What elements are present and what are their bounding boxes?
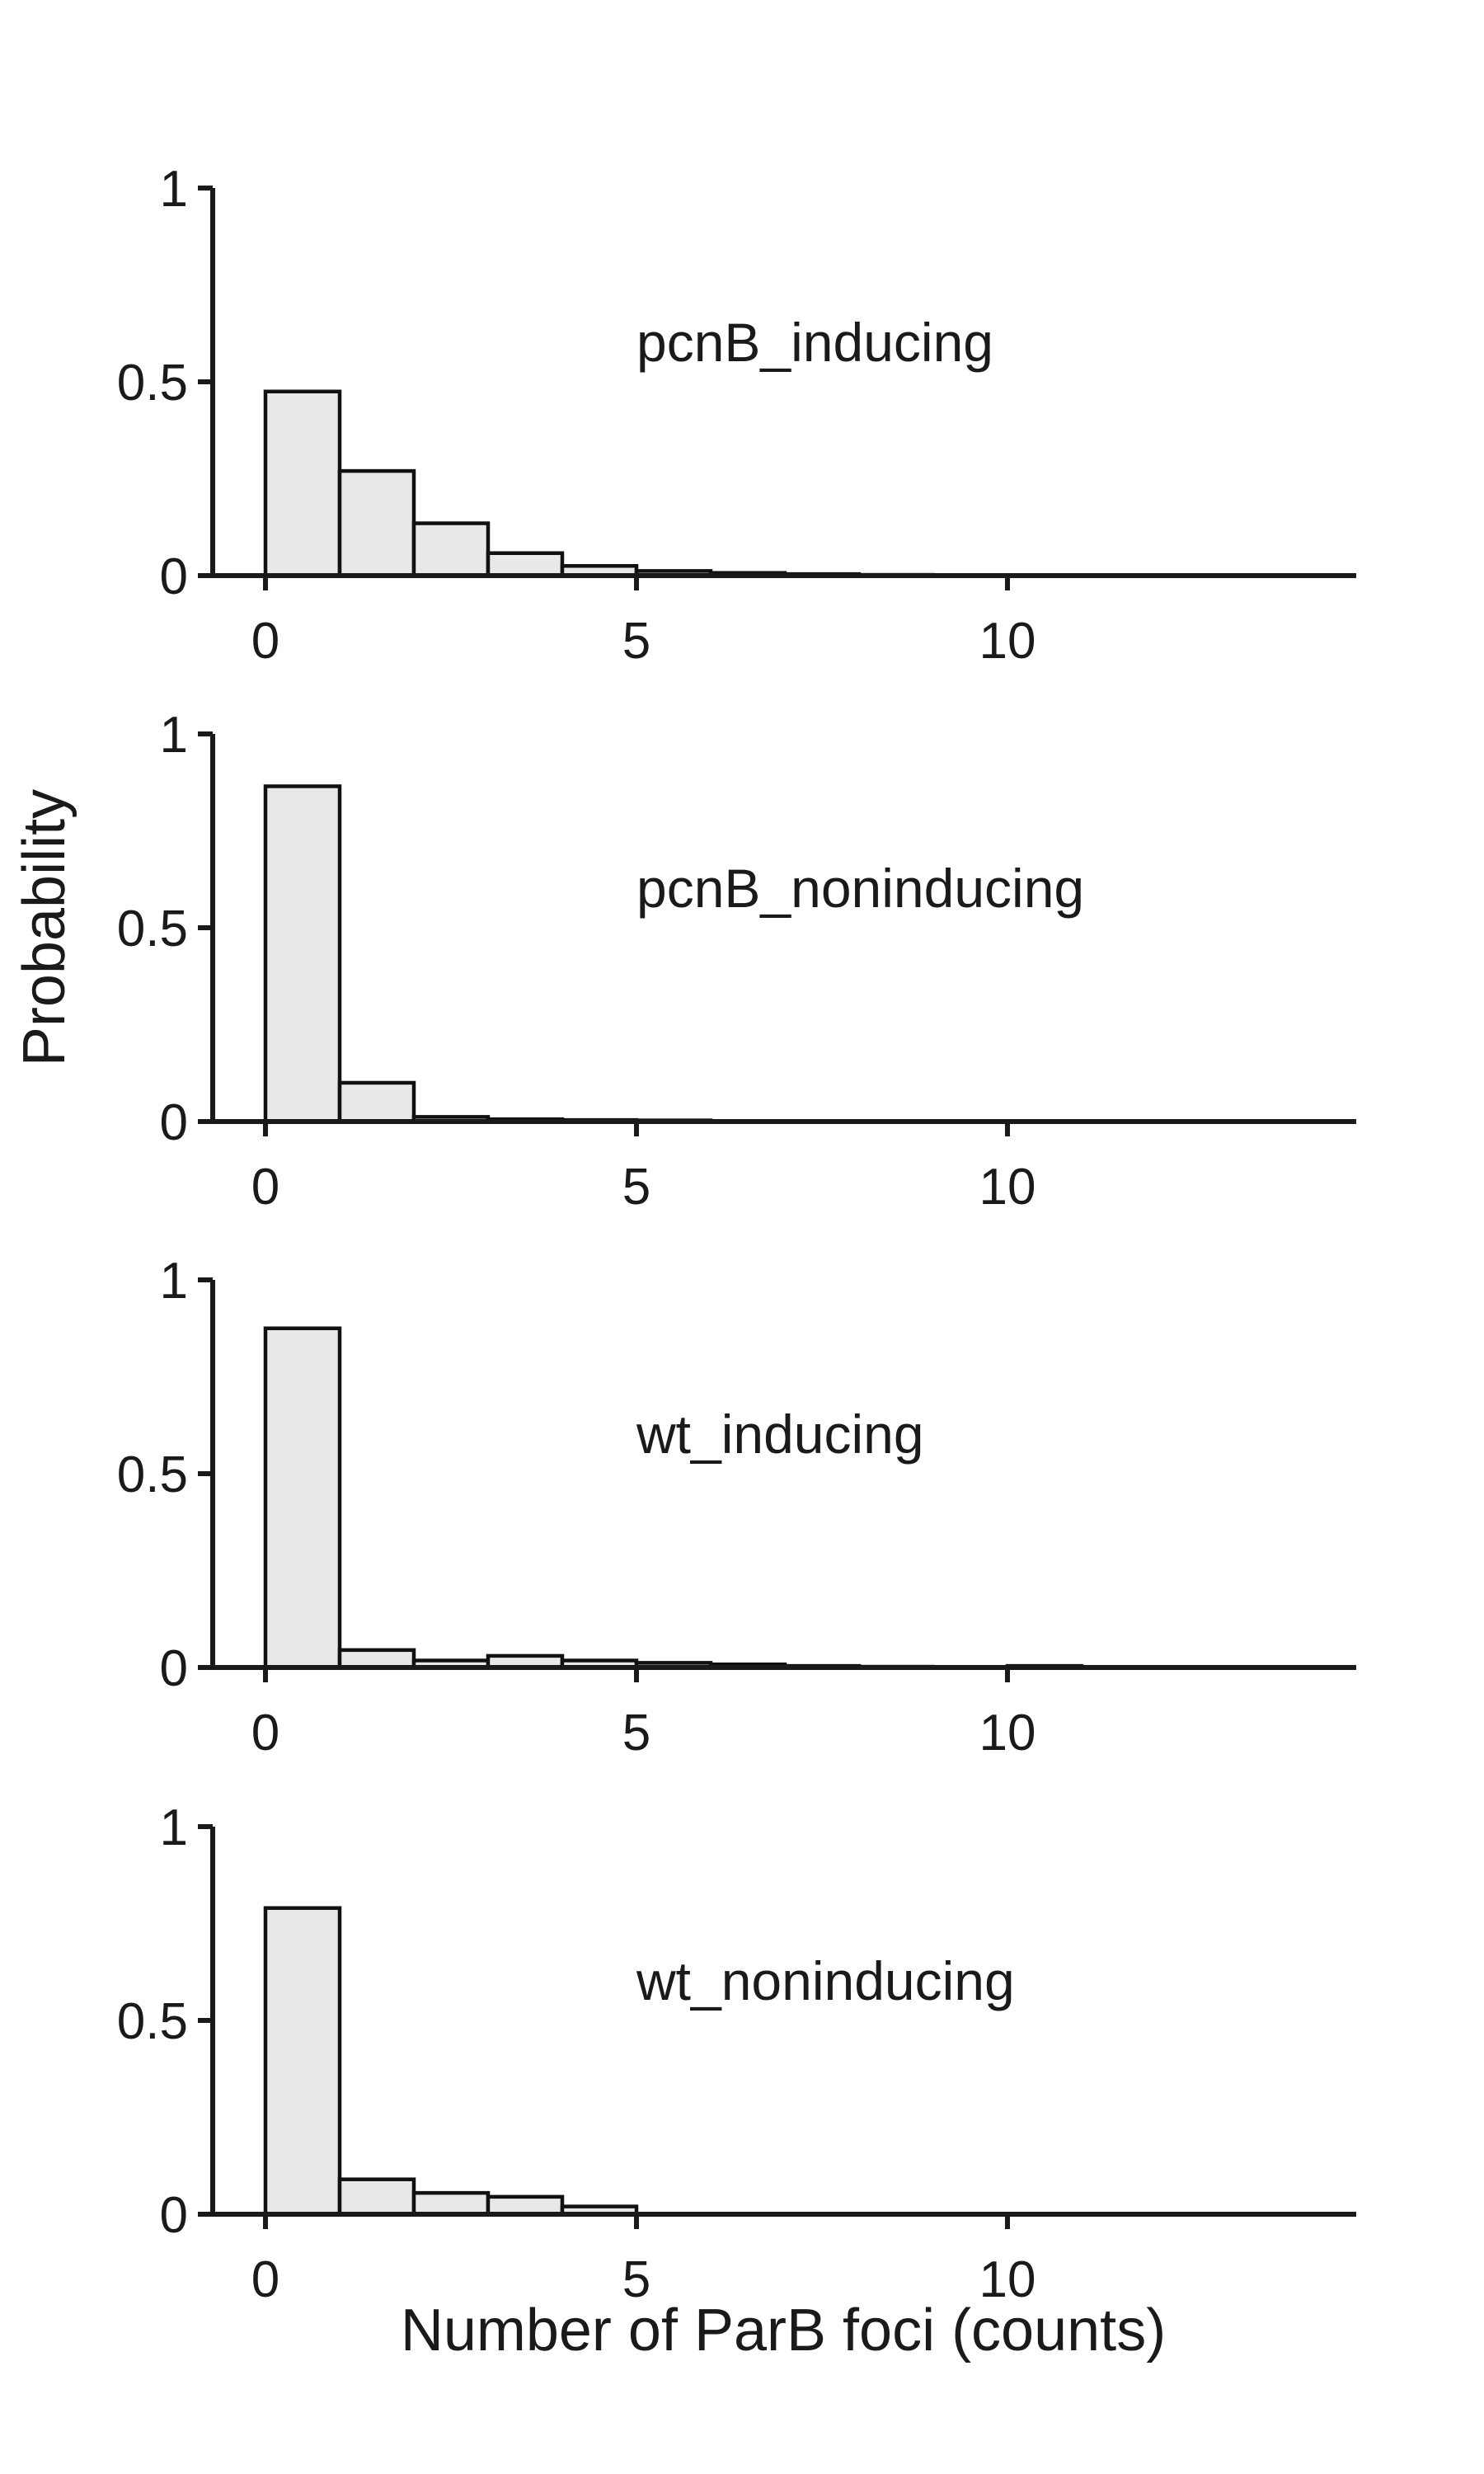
x-tick-label: 5 [622,1705,650,1761]
histogram-bar [263,389,342,578]
y-tick-label: 0 [160,1094,188,1151]
y-tick-label: 1 [160,161,188,218]
x-tick-label: 0 [251,1705,279,1761]
y-tick-label: 0 [160,1640,188,1697]
x-tick-label: 5 [622,613,650,670]
x-tick-label: 5 [622,1159,650,1216]
y-tick-label: 0.5 [117,1446,188,1503]
x-tick-label: 5 [622,2251,650,2308]
x-tick-label: 0 [251,2251,279,2308]
x-tick-label: 0 [251,613,279,670]
histogram-bar [337,468,416,578]
histogram-bar [263,1906,342,2217]
histogram-bar [411,521,491,578]
histogram-bar [337,2177,416,2217]
panel-label: pcnB_inducing [636,312,993,373]
x-tick-label: 0 [251,1159,279,1216]
y-tick-label: 0 [160,2187,188,2244]
histogram-bar [337,1648,416,1670]
x-tick-label: 10 [979,1705,1036,1761]
histogram-bar [486,2194,565,2217]
panel-label: wt_noninducing [636,1950,1015,2011]
y-tick-label: 0 [160,548,188,605]
y-axis-label: Probability [12,789,77,1066]
y-tick-label: 1 [160,707,188,764]
histogram-bar [486,551,565,578]
y-tick-label: 0.5 [117,901,188,957]
histogram-bar [337,1080,416,1124]
histogram-bar [411,2190,491,2217]
panel-label: pcnB_noninducing [636,858,1084,919]
y-tick-label: 1 [160,1799,188,1856]
x-tick-label: 10 [979,613,1036,670]
y-tick-label: 0.5 [117,1993,188,2050]
x-tick-label: 10 [979,1159,1036,1216]
y-tick-label: 1 [160,1253,188,1310]
histogram-bar [263,784,342,1124]
panel-label: wt_inducing [636,1404,924,1465]
x-tick-label: 10 [979,2251,1036,2308]
x-axis-label: Number of ParB foci (counts) [401,2298,1166,2363]
histogram-bar [263,1326,342,1670]
y-tick-label: 0.5 [117,355,188,412]
